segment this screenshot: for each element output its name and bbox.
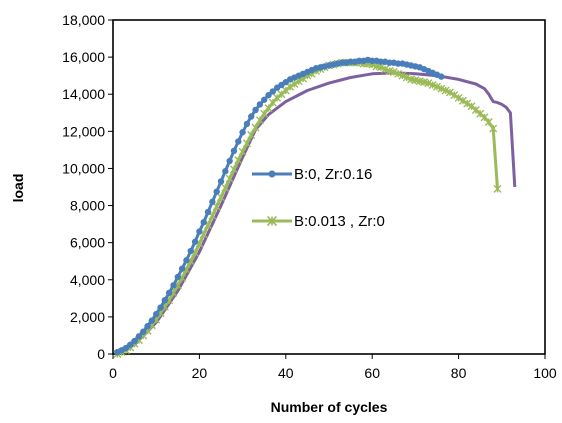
legend-entry-1: B:0, Zr:0.16 <box>252 166 372 183</box>
y-tick-label: 2,000 <box>70 309 105 325</box>
data-point <box>428 80 437 89</box>
series-1 <box>114 56 445 356</box>
data-point <box>230 147 238 155</box>
data-point <box>200 219 207 226</box>
data-point <box>204 208 212 216</box>
data-point <box>226 157 233 165</box>
data-point <box>265 91 272 99</box>
data-point <box>256 101 264 108</box>
data-point <box>463 99 472 108</box>
data-point <box>144 322 151 330</box>
data-point <box>183 257 190 264</box>
y-tick-label: 14,000 <box>62 86 105 102</box>
data-point <box>235 138 242 145</box>
x-tick-label: 80 <box>451 365 467 381</box>
data-point <box>238 147 247 156</box>
data-point <box>234 156 243 165</box>
data-point <box>178 265 186 272</box>
x-tick-label: 40 <box>278 365 294 381</box>
data-point <box>389 67 398 76</box>
data-point <box>450 91 459 100</box>
data-point <box>445 88 454 97</box>
data-point <box>489 124 498 133</box>
series-line <box>116 61 499 356</box>
data-point <box>269 88 277 95</box>
data-point <box>242 139 251 148</box>
data-point <box>441 86 450 95</box>
data-point <box>424 79 433 88</box>
legend-label: B:0.013 , Zr:0 <box>294 213 385 230</box>
data-point <box>247 131 256 140</box>
data-point <box>135 333 143 340</box>
data-point <box>398 71 407 80</box>
data-point <box>217 178 225 185</box>
data-point <box>217 193 225 202</box>
data-point <box>170 282 177 289</box>
data-point <box>438 73 445 80</box>
data-point <box>381 65 390 74</box>
data-point <box>122 344 130 352</box>
data-point <box>165 289 173 296</box>
data-point <box>255 116 264 125</box>
data-point <box>174 273 181 281</box>
x-tick-label: 0 <box>109 365 117 381</box>
data-point <box>140 328 147 335</box>
data-point <box>222 168 229 175</box>
y-tick-label: 10,000 <box>62 160 105 176</box>
data-point <box>221 183 230 192</box>
x-tick-label: 100 <box>533 365 557 381</box>
data-point <box>402 73 411 82</box>
data-point <box>225 174 234 183</box>
y-tick-label: 0 <box>97 346 105 362</box>
y-tick-label: 12,000 <box>62 123 105 139</box>
data-point <box>484 118 493 127</box>
y-tick-label: 4,000 <box>70 272 105 288</box>
data-point <box>243 120 251 128</box>
legend-marker <box>266 215 278 227</box>
plot-area-border <box>112 19 546 355</box>
x-axis-title: Number of cycles <box>271 399 388 415</box>
data-point <box>127 341 134 348</box>
data-point <box>264 104 273 113</box>
data-point <box>376 63 385 72</box>
y-tick-label: 8,000 <box>70 198 105 214</box>
y-tick-label: 16,000 <box>62 49 105 65</box>
y-axis-title: load <box>10 174 26 203</box>
data-point <box>229 165 238 174</box>
x-tick-label: 20 <box>192 365 208 381</box>
data-point <box>161 296 169 304</box>
data-point <box>252 106 259 114</box>
legend-marker <box>268 170 276 178</box>
series-2 <box>113 58 502 358</box>
data-point <box>196 228 203 235</box>
data-point <box>131 337 138 345</box>
data-point <box>437 84 446 93</box>
data-point <box>248 113 255 120</box>
legend-label: B:0, Zr:0.16 <box>294 166 372 183</box>
y-tick-label: 18,000 <box>62 12 105 28</box>
data-point <box>458 96 467 105</box>
data-point <box>157 304 164 311</box>
data-point <box>251 123 260 132</box>
data-point <box>191 238 199 245</box>
data-point <box>148 317 156 324</box>
data-point <box>209 198 216 206</box>
data-point <box>239 129 246 136</box>
y-tick-label: 6,000 <box>70 235 105 251</box>
data-point <box>433 82 441 91</box>
data-point <box>187 247 194 255</box>
data-point <box>493 184 502 193</box>
x-tick-label: 60 <box>364 365 380 381</box>
data-point <box>260 109 269 118</box>
data-point <box>261 96 268 103</box>
data-point <box>394 69 403 78</box>
legend-entry-2: B:0.013 , Zr:0 <box>252 213 385 230</box>
data-point <box>153 310 160 318</box>
data-point <box>454 93 463 102</box>
data-point <box>213 188 220 195</box>
